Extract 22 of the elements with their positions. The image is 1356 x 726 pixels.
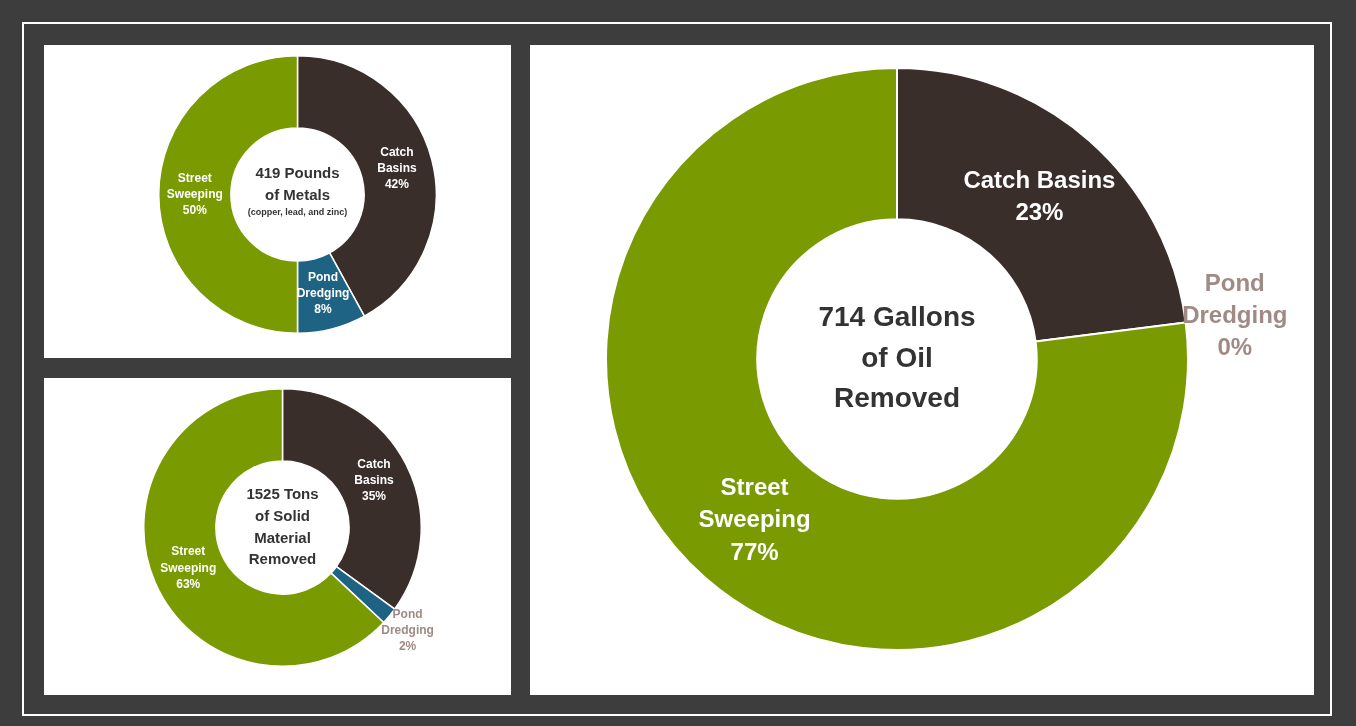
slice-label: Street Sweeping bbox=[166, 170, 223, 201]
data-label: 63% bbox=[176, 576, 201, 591]
category-label: Pond Dredging bbox=[1182, 268, 1288, 328]
slice-label: Catch Basins bbox=[377, 145, 417, 176]
data-label: 77% bbox=[730, 537, 779, 565]
text: 419 Pounds of Metals bbox=[255, 163, 340, 203]
text: 0% bbox=[1217, 333, 1253, 361]
slice-label: Street Sweeping bbox=[160, 544, 217, 575]
data-label: 8% bbox=[314, 302, 333, 317]
data-label: 42% bbox=[384, 177, 410, 192]
data-label: 23% bbox=[1015, 198, 1064, 226]
slice-label: Pond Dredging bbox=[296, 270, 350, 301]
slice-label: Pond Dredging bbox=[381, 607, 434, 638]
text: (copper, lead, and zinc) bbox=[247, 207, 348, 218]
text: 1525 Tons of Solid Material Removed bbox=[246, 485, 319, 568]
text: 714 Gallons of Oil Removed bbox=[818, 301, 976, 414]
slice-label: Street Sweeping bbox=[698, 472, 811, 533]
data-label: 50% bbox=[182, 203, 208, 218]
data-label: 2% bbox=[398, 639, 417, 654]
slice-label: Catch Basins bbox=[354, 457, 394, 488]
slice-label: Catch Basins bbox=[963, 165, 1116, 193]
data-label: 35% bbox=[361, 489, 387, 504]
